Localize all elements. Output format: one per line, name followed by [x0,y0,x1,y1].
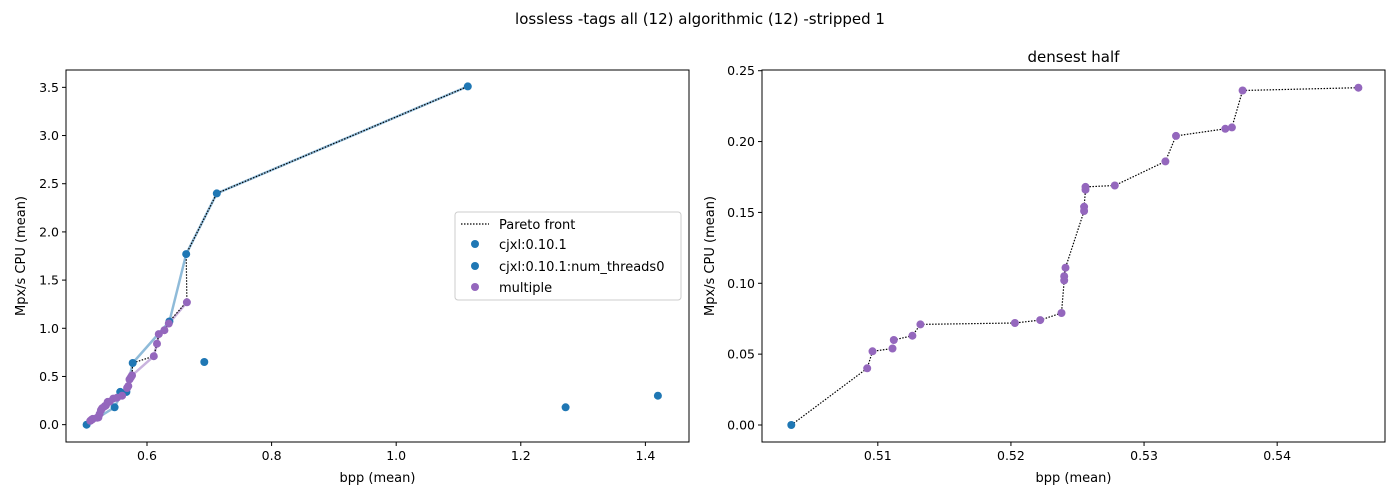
data-point [110,403,119,412]
y-tick-label: 0.00 [727,417,755,432]
data-point [124,382,133,391]
data-point [1080,202,1089,211]
legend: Pareto front cjxl:0.10.1 cjxl:0.10.1:num… [454,211,682,301]
data-point [463,82,472,91]
data-point [1172,131,1180,140]
x-tick-label: 0.53 [1130,448,1158,463]
x-tick-label: 0.52 [997,448,1025,463]
left-plot-frame [65,69,690,443]
data-point [888,344,897,353]
figure-suptitle: lossless -tags all (12) algorithmic (12)… [515,10,885,28]
y-tick-label: 0.05 [727,347,755,362]
data-point [561,403,570,412]
data-point [868,347,877,356]
data-point [1036,316,1045,325]
y-tick-label: 1.0 [39,321,59,336]
data-point [164,319,173,328]
data-point [154,330,163,339]
data-point [653,391,662,400]
right-plot-area [762,70,1385,442]
data-point [1060,272,1069,281]
x-tick-label: 0.51 [864,448,892,463]
right-y-axis-label: Mpx/s CPU (mean) [703,196,718,316]
data-point [153,339,161,348]
legend-marker-cjxl [471,240,479,248]
left-x-axis-label: bpp (mean) [340,471,416,486]
data-point [889,336,898,344]
data-point [128,371,136,380]
data-point [118,391,127,400]
data-point [1161,157,1170,166]
data-point [863,364,872,373]
y-tick-label: 0.5 [39,369,59,384]
data-point [1238,86,1247,95]
y-tick-label: 1.5 [39,273,59,288]
data-point [1081,182,1090,191]
data-point [212,189,221,198]
data-point [1227,123,1236,132]
data-point [149,352,158,361]
data-point [1354,83,1363,92]
x-tick-label: 0.54 [1263,448,1291,463]
legend-label: cjxl:0.10.1 [499,238,567,253]
y-tick-label: 3.5 [39,80,59,95]
y-tick-label: 0.20 [727,134,755,149]
data-point [182,250,191,259]
right-x-axis-label: bpp (mean) [1036,471,1112,486]
x-tick-label: 0.6 [137,448,157,463]
data-point [1057,309,1066,317]
data-point [1010,319,1019,327]
legend-frame [454,211,682,301]
y-tick-label: 0.25 [727,63,755,78]
data-point [128,359,137,367]
x-tick-label: 1.4 [635,448,655,463]
legend-label: multiple [499,281,552,296]
right-chart: densest half 0.51 0.52 0.53 0.54 0.00 0.05 0.1… [703,48,1386,486]
y-tick-label: 0.15 [727,205,755,220]
y-tick-label: 3.0 [39,128,59,143]
data-point [787,421,796,429]
legend-label: cjxl:0.10.1:num_threads0 [499,260,664,275]
legend-marker-cjxl-num-threads0 [471,262,479,270]
x-tick-label: 1.0 [386,448,406,463]
legend-marker-multiple [471,283,479,291]
y-tick-label: 0.10 [727,276,755,291]
y-tick-label: 0.0 [39,417,59,432]
data-point [1110,181,1119,190]
data-point [182,298,191,307]
data-point [908,331,917,340]
data-point [1221,124,1230,133]
right-chart-title: densest half [1028,48,1121,66]
y-tick-label: 2.5 [39,176,59,191]
right-plot-frame [761,69,1386,443]
pareto-front-line [790,87,1359,426]
data-point [200,358,209,366]
data-point [916,320,925,329]
y-tick-label: 2.0 [39,224,59,239]
x-tick-label: 1.2 [511,448,531,463]
data-point [160,326,169,335]
legend-label: Pareto front [499,218,575,233]
data-point [1061,263,1070,272]
x-tick-label: 0.8 [262,448,282,463]
left-y-axis-label: Mpx/s CPU (mean) [14,196,29,316]
